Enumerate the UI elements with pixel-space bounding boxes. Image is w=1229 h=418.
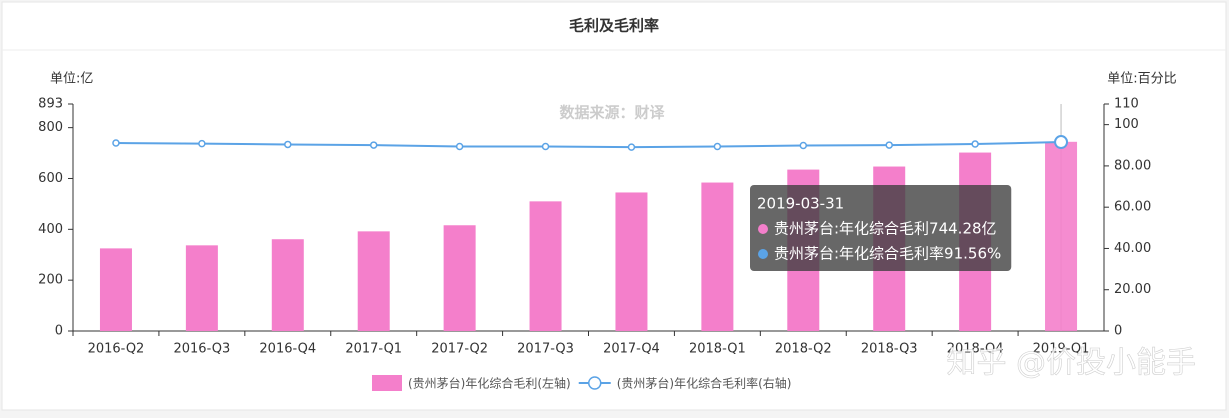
x-tick-label: 2018-Q2 <box>775 342 832 357</box>
bar <box>185 245 218 331</box>
y-tick-label: 800 <box>38 120 63 135</box>
bar <box>701 182 734 331</box>
bar <box>271 239 304 331</box>
tooltip-dot <box>758 249 768 259</box>
y2-tick-label: 60.00 <box>1114 200 1151 215</box>
x-tick-label: 2016-Q4 <box>259 342 316 357</box>
x-tick-label: 2017-Q2 <box>431 342 488 357</box>
source-note: 数据来源：财译 <box>559 104 665 122</box>
y-tick-label: 0 <box>55 324 63 339</box>
x-tick-label: 2018-Q4 <box>947 342 1004 357</box>
line-point <box>713 142 722 151</box>
y-tick-label: 600 <box>38 171 63 186</box>
x-tick-label: 2018-Q3 <box>861 342 918 357</box>
y2-tick-label: 100 <box>1114 117 1139 132</box>
x-tick-label: 2017-Q3 <box>517 342 574 357</box>
line-point <box>369 141 378 149</box>
tooltip-item: 贵州茅台:年化综合毛利744.28亿 <box>774 220 997 238</box>
line-point <box>455 142 464 151</box>
y2-tick-label: 20.00 <box>1114 282 1151 297</box>
x-tick-label: 2016-Q3 <box>173 342 230 357</box>
tooltip-box <box>750 185 1012 271</box>
bar <box>443 225 476 331</box>
legend-swatch <box>372 375 402 391</box>
tooltip-item: 贵州茅台:年化综合毛利率91.56% <box>774 245 1001 263</box>
bar <box>357 231 390 331</box>
legend-swatch <box>587 376 602 390</box>
tooltip-dot <box>758 224 768 234</box>
card <box>1 1 1227 411</box>
line-point <box>112 139 120 147</box>
x-tick-label: 2019-Q1 <box>1033 342 1090 357</box>
x-tick-label: 2017-Q1 <box>345 342 402 357</box>
tooltip-title: 2019-03-31 <box>757 195 844 213</box>
tooltip: 2019-03-31 贵州茅台:年化综合毛利744.28亿贵州茅台:年化综合毛利率… <box>750 185 1012 271</box>
line-point <box>971 140 979 148</box>
y-tick-label: 200 <box>38 273 63 288</box>
bar <box>529 201 562 331</box>
watermark: 知乎 @价投小能手 <box>946 346 1196 381</box>
line <box>115 141 1062 149</box>
x-tick-label: 2017-Q4 <box>603 342 660 357</box>
y-tick-label: 400 <box>38 222 63 237</box>
y-tick-label: 893 <box>38 97 63 112</box>
line-point <box>799 141 808 150</box>
line-point <box>627 143 636 151</box>
x-tick-label: 2016-Q2 <box>88 342 145 357</box>
legend-label: (贵州茅台)年化综合毛利(左轴) <box>408 376 571 391</box>
line-point <box>198 139 206 148</box>
bar <box>615 192 648 331</box>
line-point <box>284 140 292 149</box>
y-axis-unit: 单位:亿 <box>50 72 93 87</box>
line-point <box>541 142 550 151</box>
chart-title: 毛利及毛利率 <box>569 17 659 35</box>
y2-axis-unit: 单位:百分比 <box>1107 72 1176 87</box>
y2-tick-label: 110 <box>1114 97 1139 112</box>
x-tick-label: 2018-Q1 <box>689 342 746 357</box>
line-point <box>1054 135 1069 150</box>
y2-tick-label: 40.00 <box>1114 241 1151 256</box>
line-point <box>885 141 893 149</box>
bar <box>1045 141 1078 331</box>
y2-tick-label: 80.00 <box>1114 158 1151 173</box>
y2-tick-label: 0 <box>1114 324 1122 339</box>
legend-label: (贵州茅台)年化综合毛利率(右轴) <box>617 376 792 391</box>
bar <box>99 248 132 331</box>
